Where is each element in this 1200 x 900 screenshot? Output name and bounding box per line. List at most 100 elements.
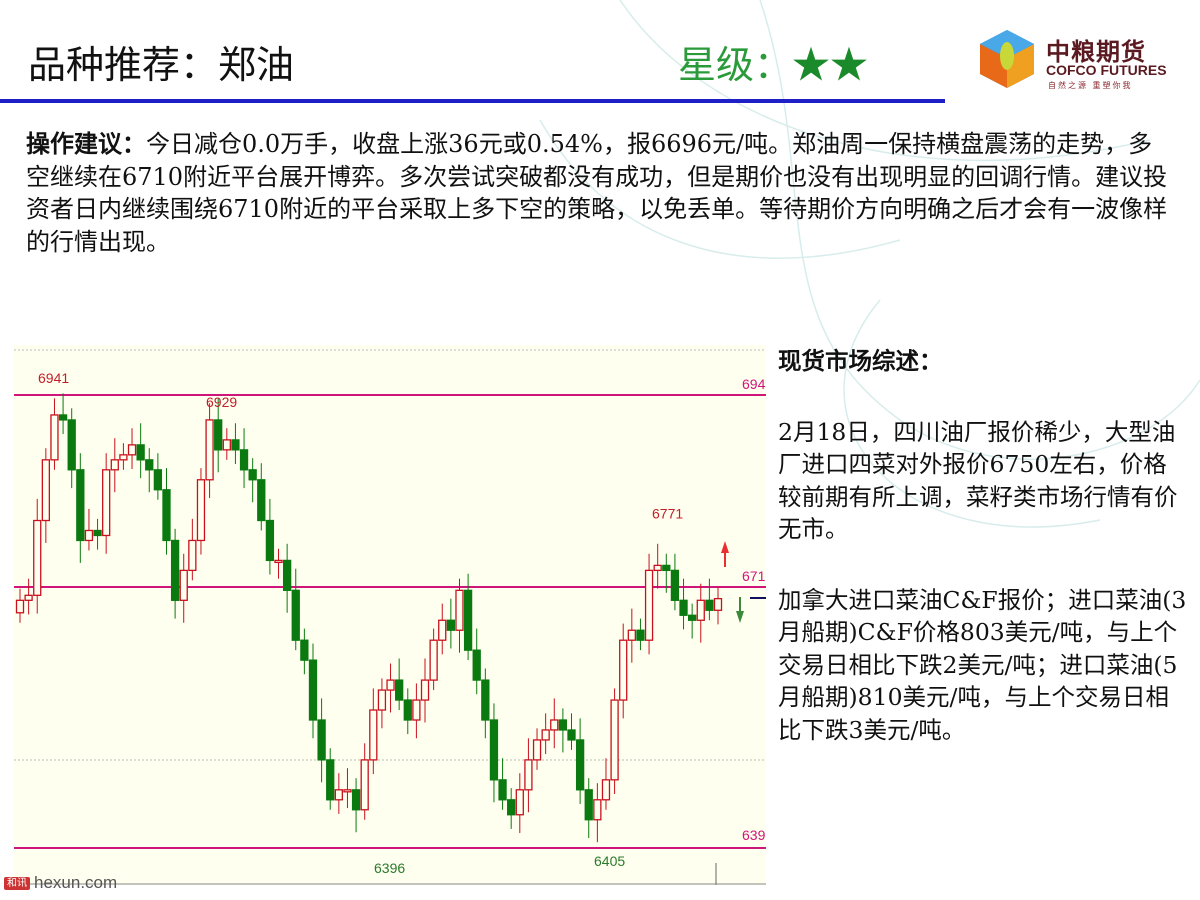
candle-up xyxy=(41,459,51,522)
candle-up xyxy=(110,459,119,471)
candle-down xyxy=(351,789,361,811)
candle-up xyxy=(619,639,628,701)
candle-up xyxy=(653,564,662,572)
candle-down xyxy=(153,469,163,491)
candle-up xyxy=(50,414,59,461)
candle-down xyxy=(558,719,568,731)
page-title: 品种推荐：郑油 xyxy=(28,43,295,87)
advice-text: 今日减仓0.0万手，收盘上涨36元或0.54%，报6696元/吨。郑油周一保持横… xyxy=(26,130,1168,256)
candle-down xyxy=(231,439,240,451)
candle-up xyxy=(515,789,524,816)
advice-label: 操作建议： xyxy=(26,129,146,158)
candle-down xyxy=(239,449,249,471)
candle-down xyxy=(395,679,404,701)
candle-up xyxy=(119,454,128,461)
candle-up xyxy=(420,679,430,701)
candlestick-chart: 6941 6710 6396 6941 6929 6771 6396 6405 xyxy=(14,345,766,885)
hline-label-6396: 6396 xyxy=(742,827,766,843)
candle-down xyxy=(76,469,85,542)
candle-up xyxy=(360,759,369,811)
candle-up xyxy=(377,689,387,711)
candle-down xyxy=(463,589,473,651)
rating: 星级：★★ xyxy=(678,34,868,89)
candle-down xyxy=(136,444,145,461)
candle-down xyxy=(145,459,154,471)
candle-up xyxy=(532,739,542,761)
candle-down xyxy=(282,559,292,591)
candle-down xyxy=(662,564,671,572)
candle-up xyxy=(610,699,619,781)
down-arrow-icon xyxy=(736,597,744,623)
candle-down xyxy=(489,719,499,781)
candle-down xyxy=(317,719,326,761)
candle-down xyxy=(498,779,507,801)
logo-en: COFCO FUTURES xyxy=(1046,62,1167,78)
candle-up xyxy=(334,789,343,801)
candle-up xyxy=(412,699,421,721)
candle-up xyxy=(696,599,705,621)
candle-down xyxy=(481,679,490,721)
candle-up xyxy=(644,569,654,641)
candle-down xyxy=(170,539,180,601)
candle-up xyxy=(127,444,137,456)
price-annotation-6929: 6929 xyxy=(206,394,237,410)
up-arrow-icon xyxy=(721,541,729,567)
watermark-en: hexun.com xyxy=(34,873,118,892)
candle-down xyxy=(308,659,318,721)
price-annotation-6941: 6941 xyxy=(38,370,69,386)
price-annotation-6405: 6405 xyxy=(594,853,625,869)
candle-down xyxy=(58,414,68,421)
logo-cube-icon xyxy=(980,30,1034,88)
candle-down xyxy=(93,529,102,537)
candle-up xyxy=(196,479,206,542)
candle-down xyxy=(67,419,76,471)
candle-down xyxy=(472,649,481,681)
candle-down xyxy=(670,569,680,601)
candle-down xyxy=(265,519,275,562)
advice-paragraph: 操作建议：今日减仓0.0万手，收盘上涨36元或0.54%，报6696元/吨。郑油… xyxy=(26,128,1176,258)
header-divider xyxy=(0,99,945,103)
candle-down xyxy=(300,639,309,661)
candle-up xyxy=(593,799,602,821)
candle-up xyxy=(601,779,611,801)
candle-down xyxy=(291,589,300,641)
candle-down xyxy=(636,629,645,641)
candle-down xyxy=(446,619,456,631)
price-annotation-6396: 6396 xyxy=(374,860,405,876)
candle-up xyxy=(24,594,33,601)
star-icons: ★★ xyxy=(792,43,869,87)
candle-down xyxy=(257,479,266,522)
candle-down xyxy=(679,599,688,616)
hline-label-6941: 6941 xyxy=(742,376,766,392)
price-annotation-6771: 6771 xyxy=(652,505,683,521)
candle-down xyxy=(214,419,223,451)
candle-up xyxy=(369,709,378,761)
candle-up xyxy=(15,599,25,614)
hexun-watermark: 和讯 hexun.com xyxy=(4,873,117,893)
candle-up xyxy=(455,589,464,631)
cofco-logo: 中粮期货 COFCO FUTURES 自然之源 重塑你我 xyxy=(976,28,1176,94)
candle-up xyxy=(274,559,283,564)
candle-up xyxy=(524,759,533,791)
candle-up xyxy=(222,439,231,451)
summary-paragraph-1: 2月18日，四川油厂报价稀少，大型油厂进口四菜对外报价6750左右，价格较前期有… xyxy=(778,417,1178,544)
candle-down xyxy=(162,489,171,542)
candle-up xyxy=(343,789,352,793)
watermark-cn: 和讯 xyxy=(4,877,30,890)
candle-up xyxy=(102,469,111,537)
candle-down xyxy=(567,729,576,741)
logo-cn: 中粮期货 xyxy=(1046,38,1146,66)
summary-paragraph-2: 加拿大进口菜油C&F报价；进口菜油(3月船期)C&F价格803美元/吨，与上个交… xyxy=(778,585,1187,744)
candle-up xyxy=(179,569,188,601)
candle-up xyxy=(550,719,559,731)
candle-down xyxy=(326,759,335,801)
candle-up xyxy=(188,539,197,572)
candle-down xyxy=(705,599,714,611)
summary-heading: 现货市场综述： xyxy=(778,347,943,375)
candle-up xyxy=(541,729,550,741)
candle-down xyxy=(248,469,257,481)
logo-tagline: 自然之源 重塑你我 xyxy=(1048,81,1133,90)
candle-down xyxy=(507,799,516,816)
